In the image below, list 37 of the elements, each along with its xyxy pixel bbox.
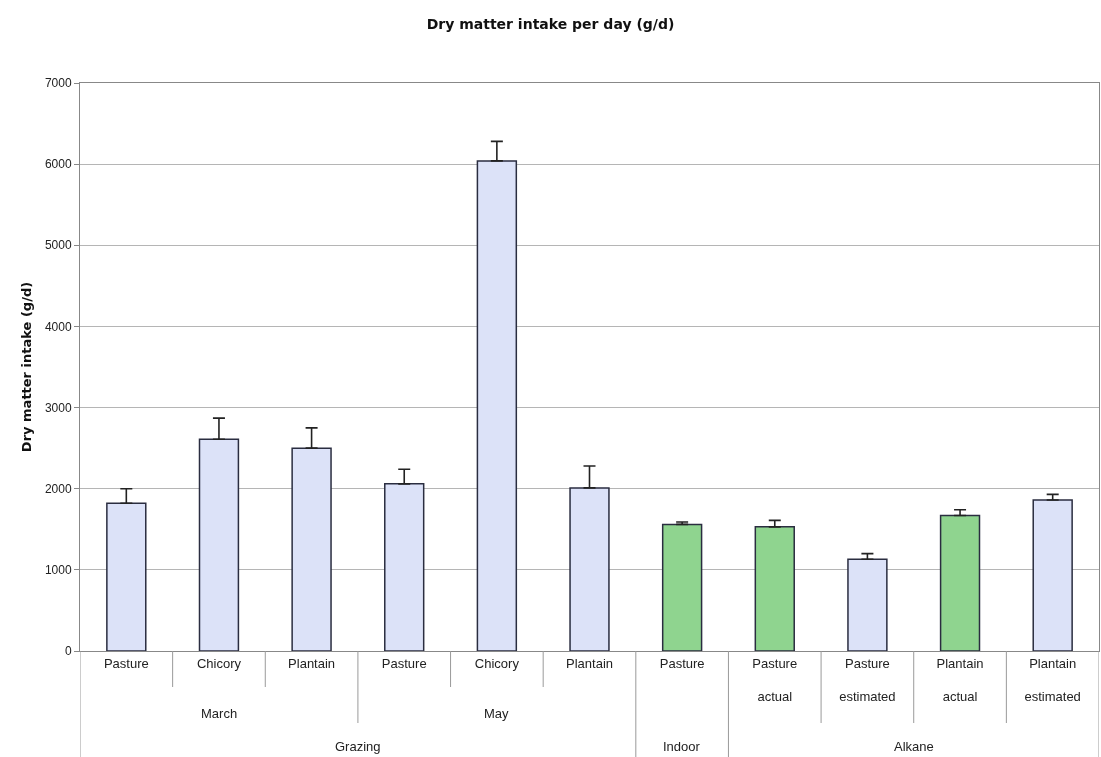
y-tick-label: 0	[64, 644, 72, 659]
text: March	[201, 706, 238, 721]
text: Indoor	[663, 739, 701, 754]
y-tick-label: 4000	[44, 319, 72, 334]
y-tick-label: 1000	[44, 563, 72, 578]
bar	[569, 487, 610, 651]
chart-title: Dry matter intake per day (g/d)	[426, 15, 675, 32]
bar	[476, 160, 518, 651]
text: Alkane	[894, 739, 934, 754]
y-tick-label: 2000	[44, 481, 72, 496]
y-tick-label: 3000	[44, 400, 72, 415]
x-tick-label: Plantain	[288, 655, 336, 671]
bar	[754, 526, 795, 651]
x-tick-label: Pasture	[659, 655, 705, 671]
bar	[847, 558, 888, 651]
x-tick-label: Plantain	[566, 655, 613, 671]
y-tick-label: 6000	[44, 157, 72, 172]
y-tick-label: 5000	[44, 238, 72, 253]
bar	[1032, 499, 1073, 651]
bar	[384, 483, 425, 651]
category-label: Plantain estimated	[1024, 655, 1081, 705]
bar	[291, 447, 332, 651]
x-tick-label: Chicory	[474, 655, 520, 671]
category-label: Plantain actual	[936, 655, 984, 705]
category-label: Pasture estimated	[839, 655, 896, 705]
bar	[661, 523, 703, 651]
bar	[198, 438, 240, 651]
x-tick-label: Pasture	[103, 655, 149, 671]
text: Grazing	[335, 739, 381, 754]
x-tick-label: Chicory	[196, 655, 242, 671]
y-tick-label: 7000	[44, 76, 72, 91]
y-axis-title: Dry matter intake (g/d)	[18, 281, 34, 453]
category-label: Pasture actual	[752, 655, 798, 705]
bar	[939, 514, 981, 651]
x-tick-label: Pasture	[381, 655, 427, 671]
text: May	[484, 706, 510, 721]
bar	[106, 502, 147, 651]
